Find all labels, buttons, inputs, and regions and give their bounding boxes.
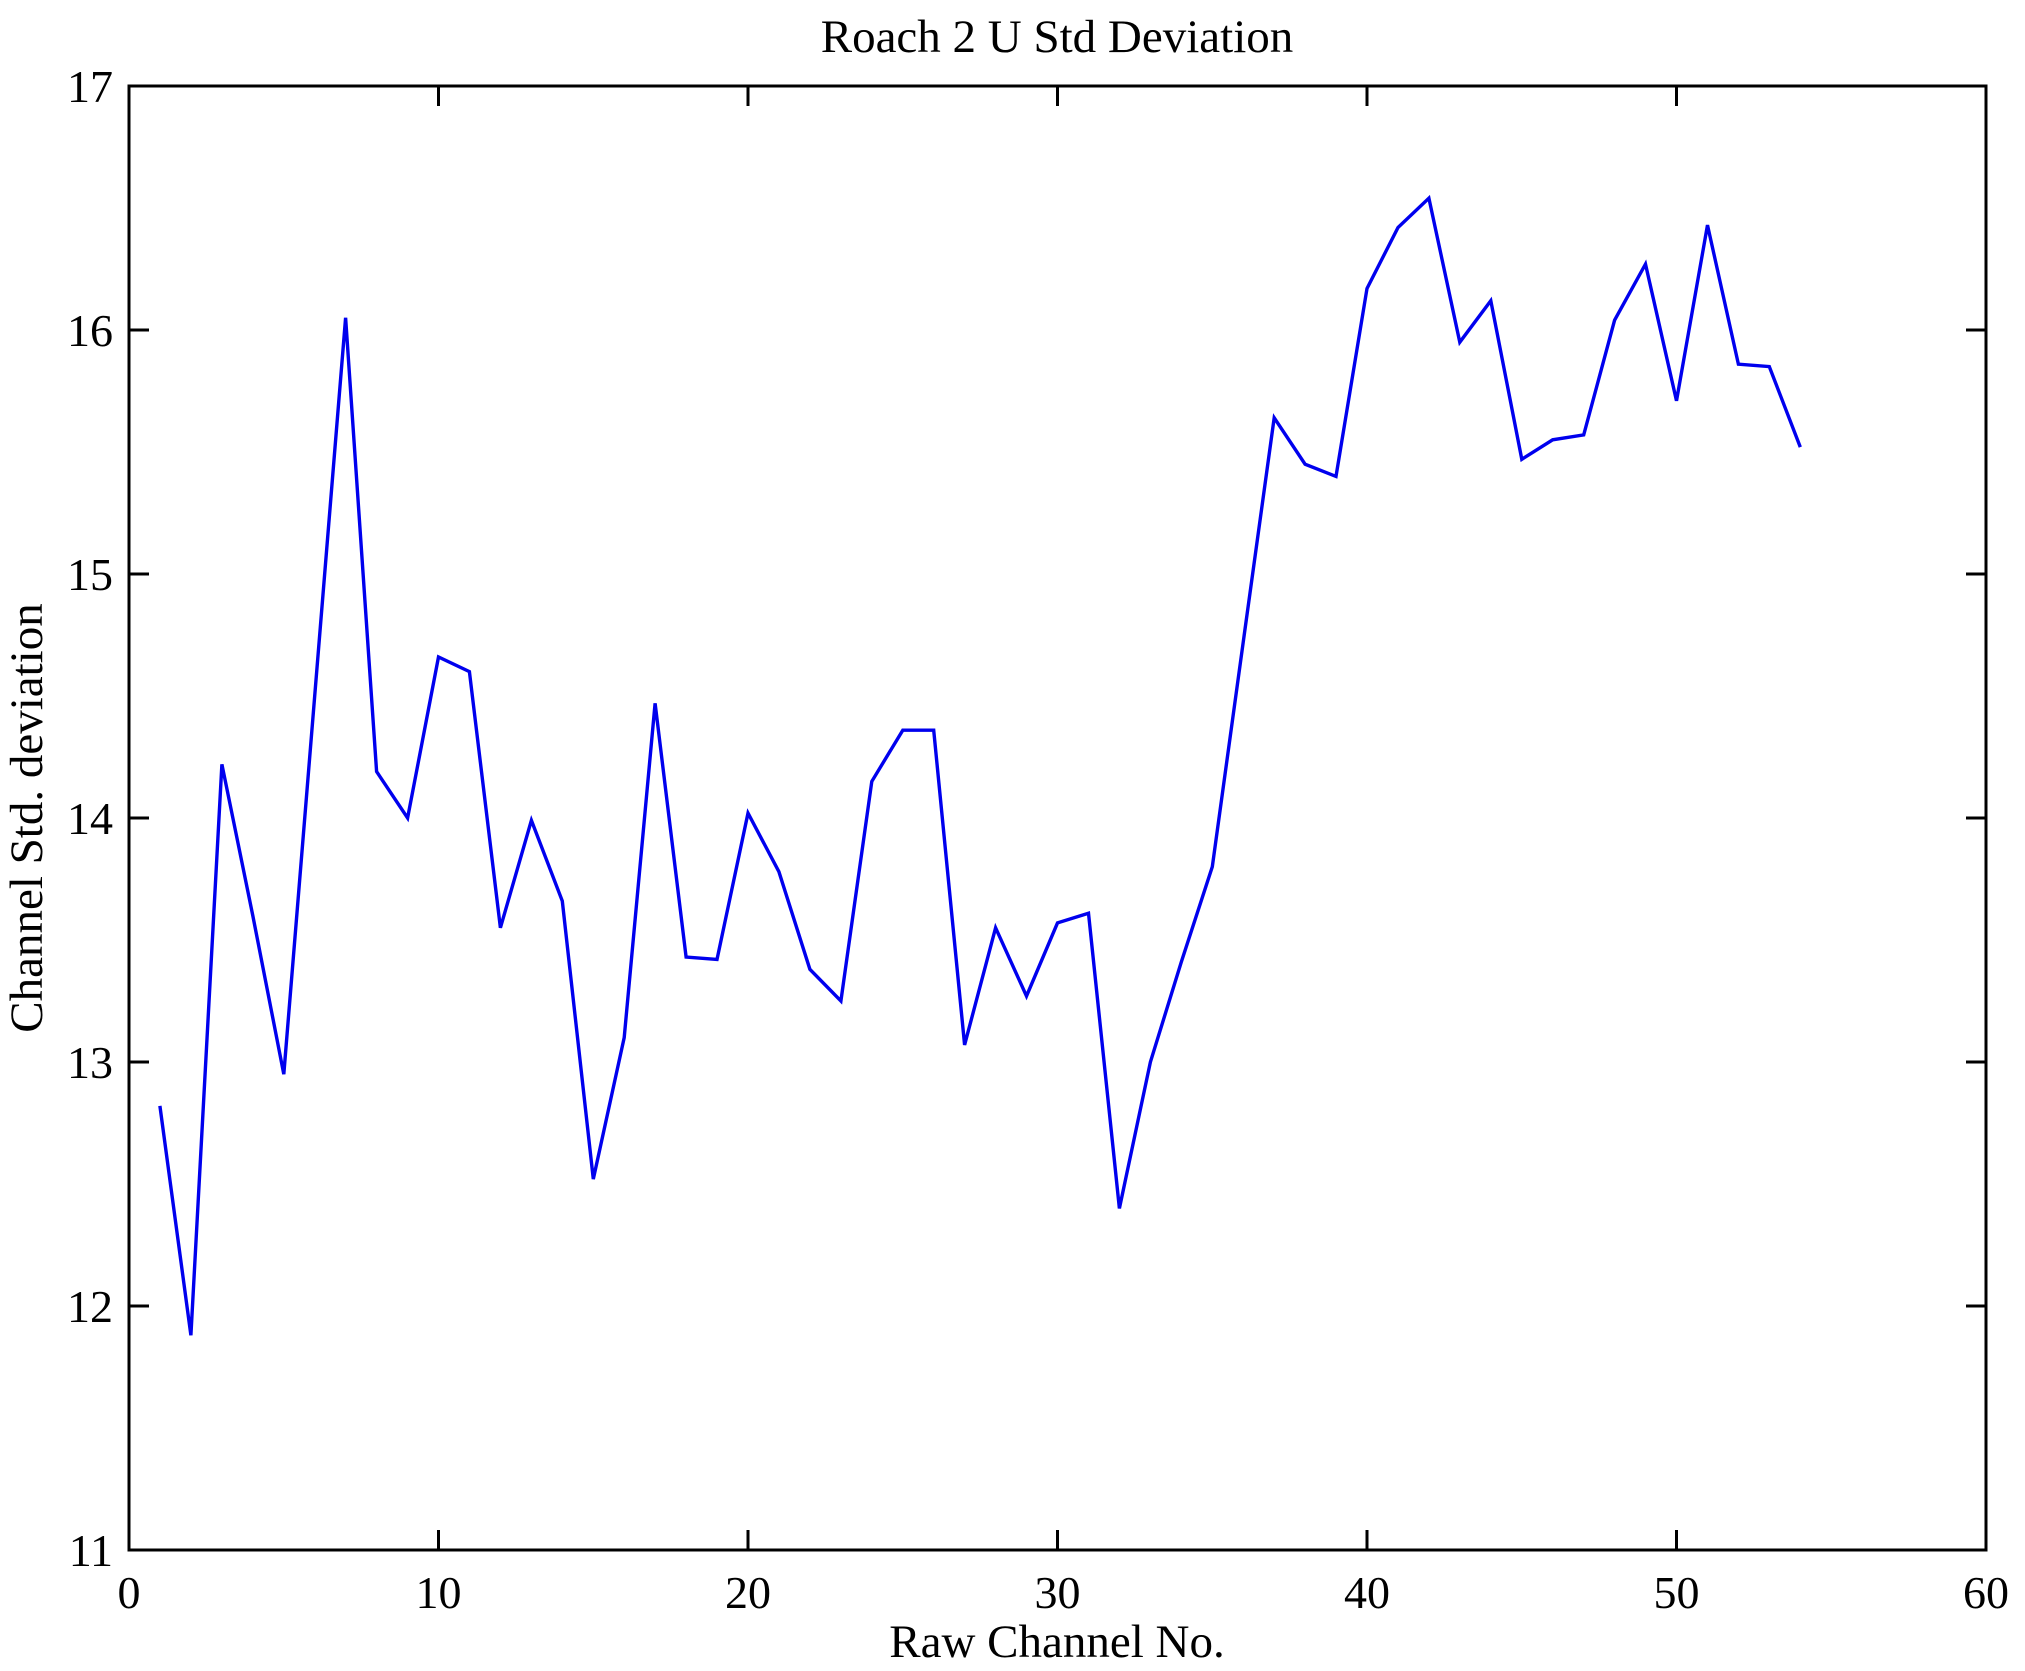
- y-tick-label: 14: [67, 793, 113, 844]
- y-tick-label: 12: [67, 1281, 113, 1332]
- y-tick-label: 17: [67, 61, 113, 112]
- x-axis-label: Raw Channel No.: [889, 1616, 1224, 1668]
- y-tick-label: 15: [67, 549, 113, 600]
- y-tick-label: 13: [67, 1037, 113, 1088]
- chart-title: Roach 2 U Std Deviation: [821, 11, 1294, 63]
- y-tick-label: 11: [69, 1525, 113, 1576]
- x-tick-label: 0: [118, 1567, 141, 1618]
- y-axis-tick-labels: 11 12 13 14 15 16 17: [67, 61, 113, 1576]
- y-axis-ticks: [129, 84, 1986, 1552]
- data-series-line: [158, 194, 1802, 1336]
- x-tick-label: 30: [1035, 1567, 1081, 1618]
- x-tick-label: 40: [1344, 1567, 1390, 1618]
- x-axis-ticks: [127, 86, 1988, 1550]
- x-tick-label: 60: [1963, 1567, 2009, 1618]
- x-tick-label: 20: [725, 1567, 771, 1618]
- x-tick-label: 50: [1654, 1567, 1700, 1618]
- y-axis-label: Channel Std. deviation: [1, 603, 53, 1032]
- x-axis-tick-labels: 0 10 20 30 40 50 60: [118, 1567, 2010, 1618]
- y-tick-label: 16: [67, 305, 113, 356]
- x-tick-label: 10: [416, 1567, 462, 1618]
